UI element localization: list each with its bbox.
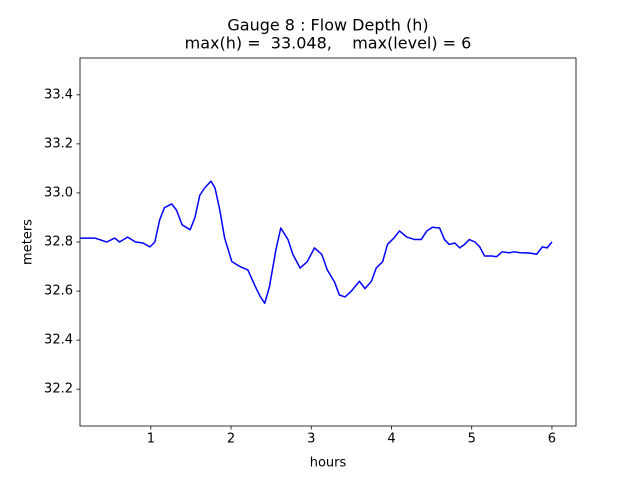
x-axis-label: hours [310, 456, 347, 471]
x-tick-label: 5 [468, 432, 476, 447]
chart-subtitle: max(h) = 33.048, max(level) = 6 [185, 34, 472, 53]
y-axis-label: meters [21, 219, 36, 265]
plot-frame [79, 57, 577, 427]
y-tick-label: 32.8 [44, 235, 73, 250]
x-tick-label: 3 [307, 432, 315, 447]
x-tick-label: 4 [387, 432, 395, 447]
x-tick-label: 6 [548, 432, 556, 447]
y-tick-label: 33.4 [44, 87, 73, 102]
x-tick-label: 2 [227, 432, 235, 447]
y-tick-label: 32.4 [44, 333, 73, 348]
y-tick-label: 33.0 [44, 185, 73, 200]
y-tick-label: 32.2 [44, 382, 73, 397]
y-tick-label: 33.2 [44, 136, 73, 151]
x-tick-label: 1 [147, 432, 155, 447]
y-tick-label: 32.6 [44, 284, 73, 299]
chart-title: Gauge 8 : Flow Depth (h) [227, 16, 428, 35]
line-series [80, 180, 553, 305]
